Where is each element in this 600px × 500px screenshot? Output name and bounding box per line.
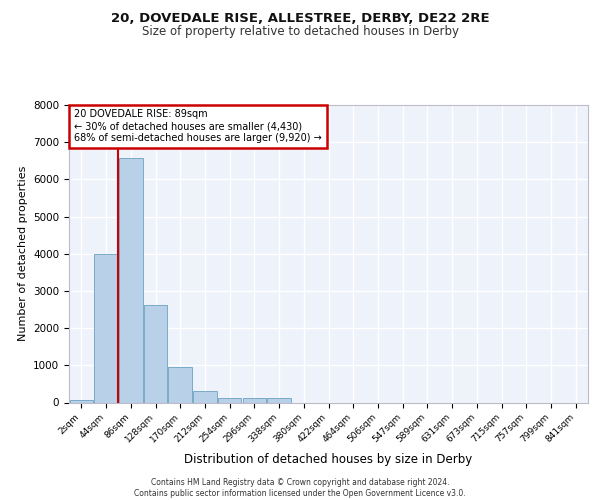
Y-axis label: Number of detached properties: Number of detached properties xyxy=(17,166,28,342)
Bar xyxy=(94,254,118,402)
Text: Contains HM Land Registry data © Crown copyright and database right 2024.
Contai: Contains HM Land Registry data © Crown c… xyxy=(134,478,466,498)
X-axis label: Distribution of detached houses by size in Derby: Distribution of detached houses by size … xyxy=(184,452,473,466)
Bar xyxy=(144,305,167,402)
Bar xyxy=(119,158,143,402)
Bar xyxy=(70,400,93,402)
Bar xyxy=(218,398,241,402)
Bar xyxy=(169,367,192,402)
Text: 20 DOVEDALE RISE: 89sqm
← 30% of detached houses are smaller (4,430)
68% of semi: 20 DOVEDALE RISE: 89sqm ← 30% of detache… xyxy=(74,110,322,142)
Text: Size of property relative to detached houses in Derby: Size of property relative to detached ho… xyxy=(142,25,458,38)
Bar xyxy=(193,391,217,402)
Bar xyxy=(242,398,266,402)
Text: 20, DOVEDALE RISE, ALLESTREE, DERBY, DE22 2RE: 20, DOVEDALE RISE, ALLESTREE, DERBY, DE2… xyxy=(110,12,490,26)
Bar xyxy=(268,398,291,402)
